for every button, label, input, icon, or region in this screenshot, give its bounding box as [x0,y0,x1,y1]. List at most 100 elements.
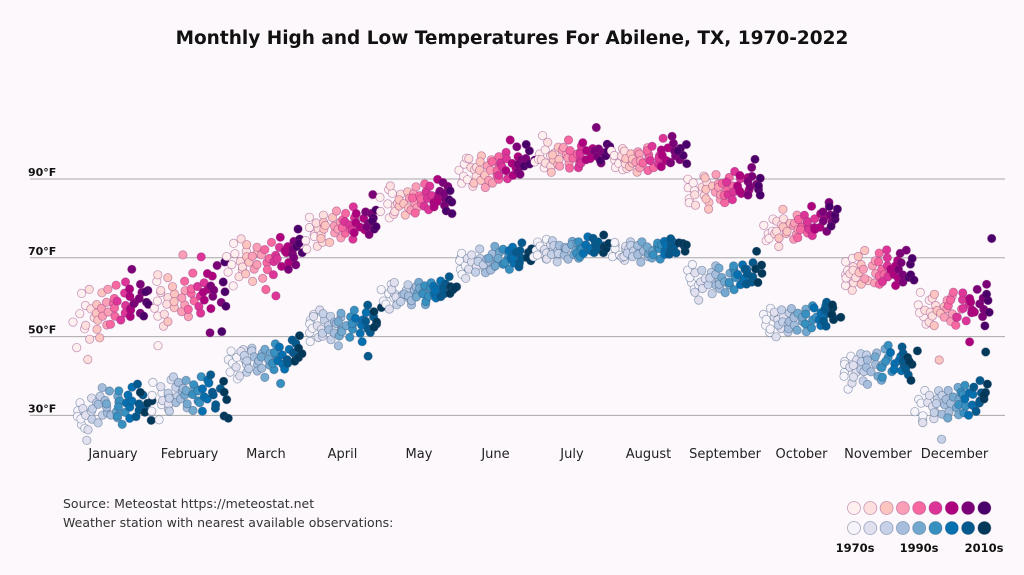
high-temp-point [747,162,757,173]
high-temp-point [383,199,393,209]
high-temp-point [454,165,464,175]
low-temp-point [707,289,717,299]
high-temp-point [668,138,679,148]
low-temp-point [350,313,361,323]
high-temp-point [981,289,992,299]
high-temp-point [92,324,102,334]
low-temp-point [475,244,485,254]
high-temp-point [858,264,869,274]
low-temp-point [82,435,92,445]
legend-low-swatch [847,521,861,535]
low-temp-point [870,352,880,362]
low-temp-point [904,356,914,366]
low-temp-point [960,394,970,404]
high-temp-point [782,226,792,237]
month-label: August [626,447,672,462]
high-temp-point [180,276,190,286]
high-temp-point [221,301,231,311]
legend-low-swatch [944,521,959,535]
high-temp-point [958,303,968,313]
low-temp-point [260,372,270,382]
low-temp-point [104,386,115,396]
high-temp-point [945,295,956,305]
low-temp-point [275,378,286,389]
high-temp-point [793,233,803,243]
high-temp-point [301,236,311,246]
high-temp-point [188,268,198,278]
high-temp-point [95,333,105,343]
high-temp-point [847,285,857,295]
low-temp-point [906,375,916,385]
high-temp-point [690,190,700,200]
low-temp-point [848,372,859,382]
high-temp-point [896,258,906,268]
source-text: Source: Meteostat https://meteostat.net [63,496,314,511]
high-temp-point [217,326,227,337]
low-temp-point [83,425,93,435]
low-temp-point [563,254,573,264]
high-temp-point [824,202,834,212]
high-temp-point [105,319,116,329]
low-temp-point [714,263,724,273]
high-temp-point [948,287,959,297]
high-temp-point [81,320,91,330]
high-temp-point [152,296,162,306]
low-temp-point [188,405,198,416]
legend-high-swatch [863,501,878,515]
high-temp-point [116,315,126,325]
high-temp-point [515,169,525,179]
low-temp-point [345,332,355,342]
high-temp-point [236,234,246,244]
high-temp-point [258,273,268,283]
low-temp-point [593,237,603,247]
high-temp-point [340,208,351,218]
high-temp-point [543,137,553,147]
station-note: Weather station with nearest available o… [63,515,393,530]
high-temp-point [711,170,721,180]
chart-title: Monthly High and Low Temperatures For Ab… [176,28,849,49]
y-tick-label: 50°F [28,324,56,337]
high-temp-point [494,170,504,180]
high-temp-point [501,166,511,176]
high-temp-point [189,296,199,306]
high-temp-point [656,162,666,172]
low-temp-point [156,382,166,392]
low-temp-point [297,349,307,359]
low-temp-point [112,411,122,421]
high-temp-point [645,156,655,166]
high-temp-point [220,287,230,297]
high-temp-point [229,238,239,248]
high-temp-point [316,233,326,243]
high-temp-point [939,312,949,322]
low-temp-point [369,307,379,317]
low-temp-point [333,317,343,327]
low-temp-point [801,309,811,319]
low-temp-point [839,371,849,381]
low-temp-point [936,434,947,444]
low-temp-point [305,336,315,347]
low-temp-point [154,415,164,425]
high-temp-point [873,257,884,267]
low-temp-point [349,305,359,315]
high-temp-point [445,186,455,196]
low-temp-point [123,390,133,400]
high-temp-point [196,252,206,262]
high-temp-point [952,312,962,322]
high-temp-point [169,297,179,307]
y-axis-labels: 90°F 70°F 50°F 30°F [28,166,56,415]
low-temp-point [357,337,367,347]
low-temp-point [195,398,205,408]
high-temp-point [981,279,992,289]
legend-high-swatch [928,501,943,515]
high-temp-point [734,186,745,196]
high-temp-point [487,178,497,188]
low-temp-point [500,258,510,268]
high-temp-point [727,195,738,205]
legend-low-swatch [896,521,910,535]
low-temp-point [981,347,991,357]
high-temp-point [272,254,282,264]
legend-high-swatch [879,501,894,515]
low-temp-point [117,419,127,429]
low-temp-point [578,248,589,258]
month-label: March [246,447,286,462]
